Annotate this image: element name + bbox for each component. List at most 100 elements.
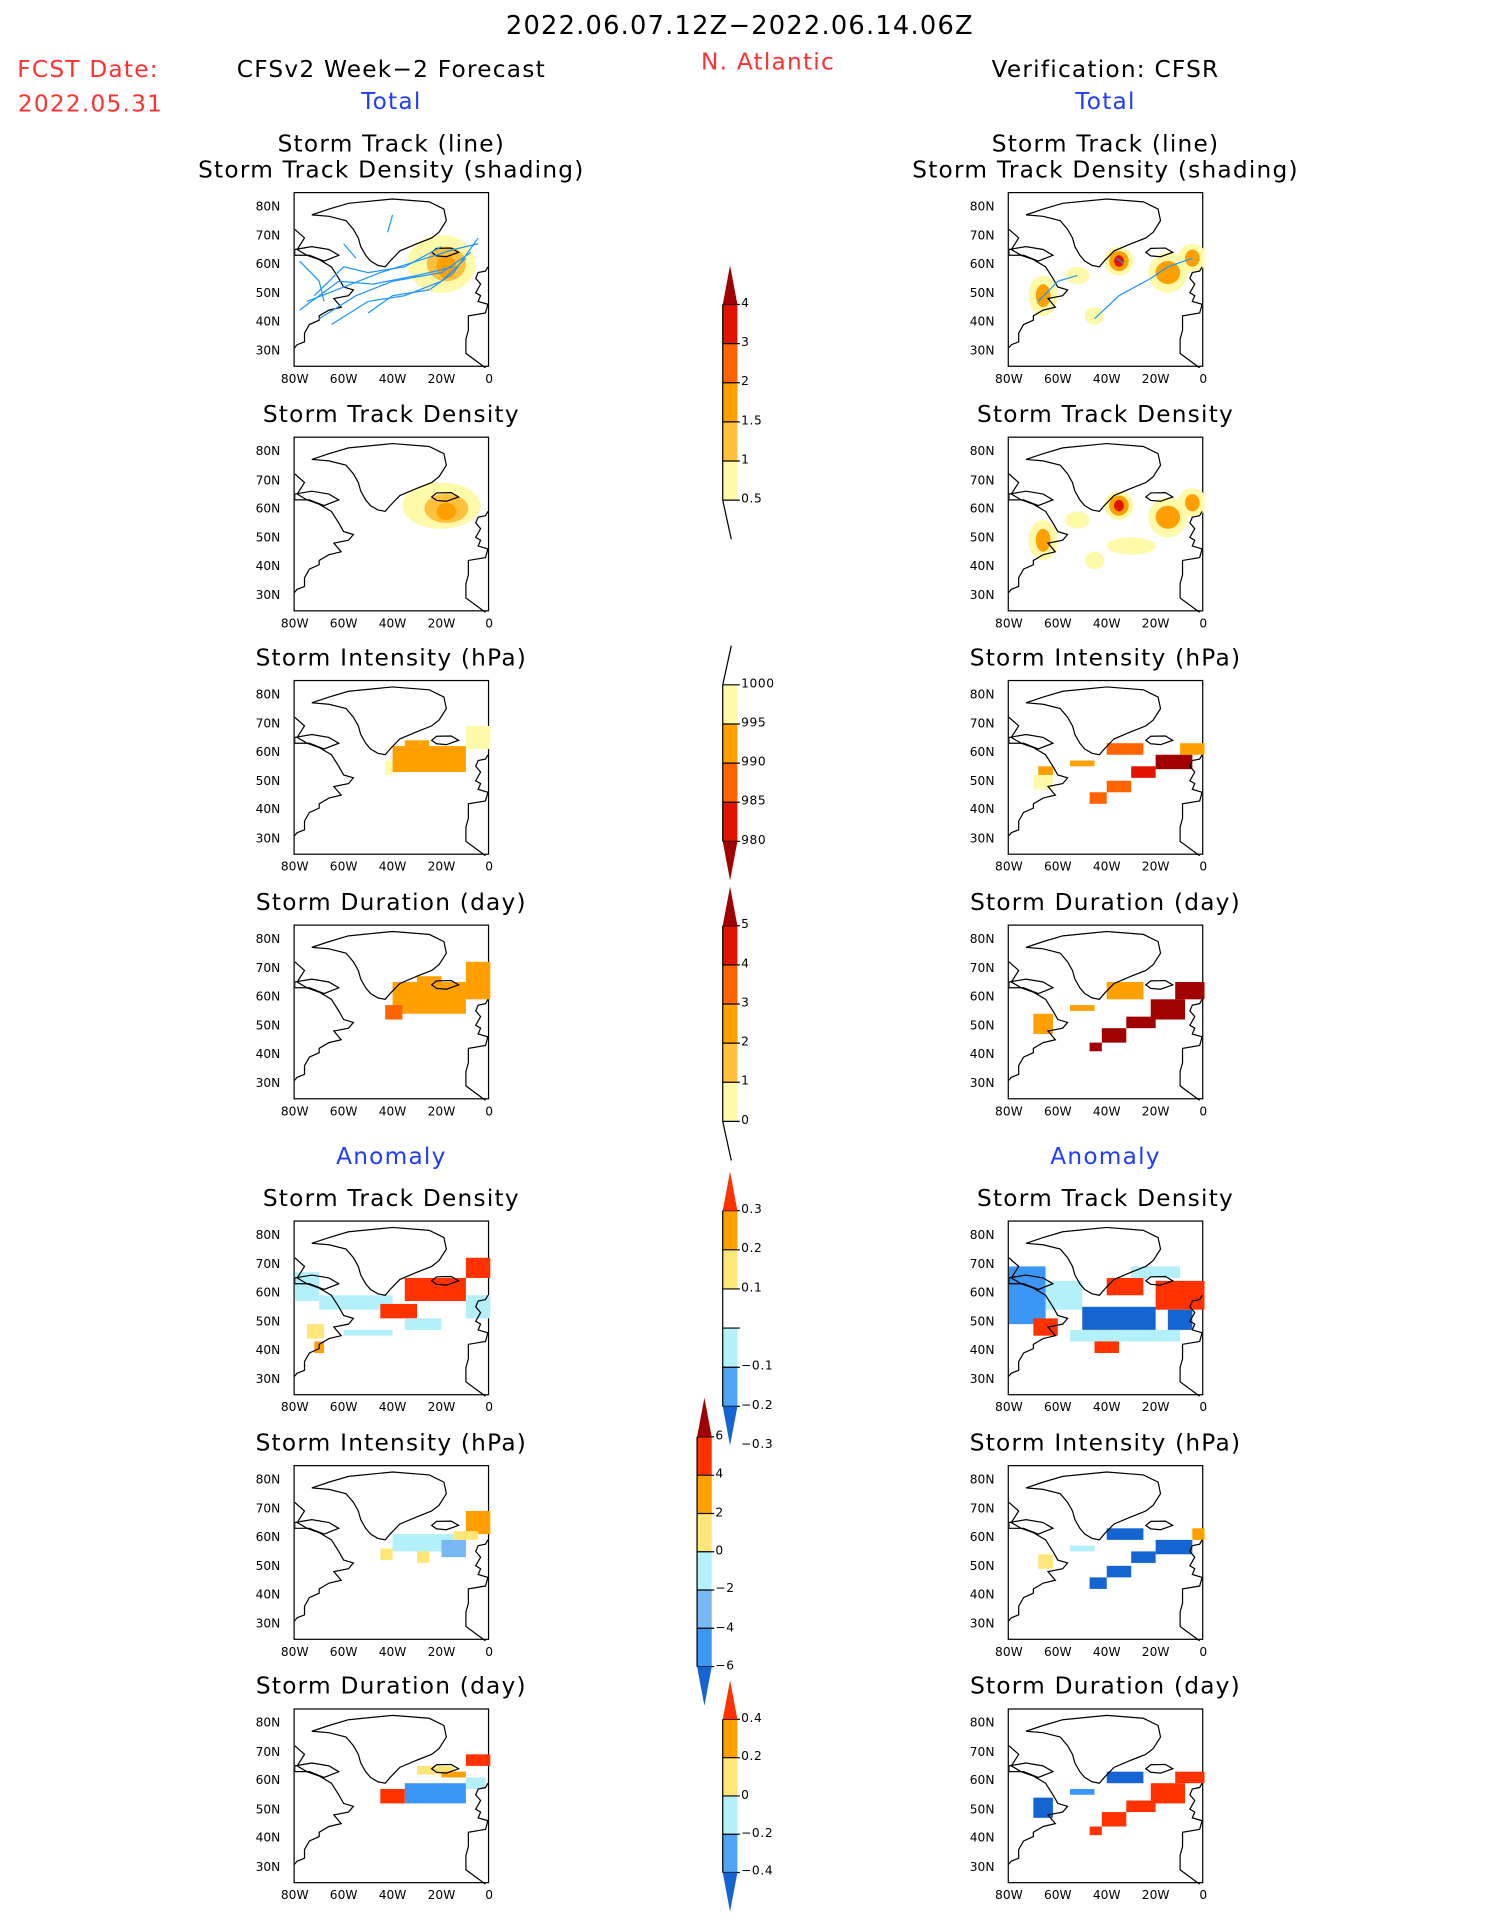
lon-tick-label: 20W (1141, 617, 1170, 632)
lat-tick-label: 50N (255, 287, 281, 301)
grid-cell-shading (306, 1324, 325, 1339)
colorbar-tick-label: 0.2 (741, 1750, 763, 1764)
lon-tick-label: 20W (1141, 372, 1170, 387)
grid-cell-shading (1175, 982, 1205, 1000)
verification-panel-title: Storm Track (line) (991, 130, 1220, 158)
lat-tick-label: 30N (969, 1617, 995, 1632)
colorbar-tick-label: 0 (715, 1544, 724, 1558)
colorbar-tick-label: 4 (715, 1467, 724, 1482)
grid-cell-shading (1033, 1013, 1053, 1034)
lat-tick-label: 40N (255, 1589, 281, 1603)
lon-tick-label: 0 (485, 1105, 494, 1119)
lon-tick-label: 20W (427, 860, 456, 875)
lat-tick-label: 80N (255, 445, 281, 459)
lat-tick-label: 70N (969, 961, 995, 976)
grid-cell-shading (1038, 1554, 1053, 1569)
lat-tick-label: 40N (255, 1832, 281, 1846)
grid-cell-shading (1070, 1005, 1095, 1011)
lat-tick-label: 30N (255, 1373, 281, 1387)
forecast-panel-title: Storm Intensity (hPa) (255, 644, 528, 672)
grid-cell-shading (1175, 1771, 1205, 1784)
lat-tick-label: 50N (255, 775, 281, 789)
grid-cell-shading (1089, 792, 1107, 804)
grid-cell-shading (1045, 1280, 1083, 1310)
colorbar-min-arrow (722, 1872, 738, 1912)
lon-tick-label: 40W (1092, 1646, 1121, 1660)
verification-panel-title: Storm Intensity (hPa) (969, 644, 1242, 672)
colorbar-tick-label: 6 (715, 1429, 724, 1444)
colorbar-tick-label: 0.5 (741, 492, 763, 507)
colorbar-segment (722, 461, 738, 501)
lon-tick-label: 20W (1141, 1646, 1170, 1660)
lat-tick-label: 60N (969, 1774, 995, 1789)
lon-tick-label: 0 (1199, 617, 1208, 632)
verification-panel-title: Storm Track Density (977, 1184, 1235, 1212)
colorbar-tick-label: 985 (741, 794, 767, 809)
grid-cell-shading (1126, 1016, 1156, 1029)
lon-tick-label: 0 (1199, 1889, 1208, 1903)
grid-cell-shading (465, 1777, 486, 1789)
lat-tick-label: 80N (969, 1229, 995, 1243)
lat-tick-label: 70N (255, 1745, 281, 1760)
lat-tick-label: 50N (969, 1803, 995, 1817)
lon-tick-label: 80W (280, 1646, 309, 1660)
colorbar-segment (722, 1328, 738, 1368)
lat-tick-label: 80N (255, 688, 281, 702)
fcst-date-label: FCST Date: (17, 56, 159, 84)
lon-tick-label: 40W (378, 1105, 407, 1119)
density-shading (1114, 499, 1124, 512)
verification-panel-title: Storm Duration (day) (970, 889, 1241, 916)
density-shading (1155, 505, 1181, 529)
grid-cell-shading (1033, 1318, 1058, 1336)
date-range-title: 2022.06.07.12Z−2022.06.14.06Z (505, 11, 974, 41)
colorbar-segment (697, 1436, 712, 1476)
colorbar-segment (722, 763, 738, 803)
lon-tick-label: 60W (329, 1105, 358, 1119)
colorbar-tick-label: 0.4 (741, 1712, 763, 1726)
grid-cell-shading (1131, 766, 1156, 778)
verification-map-panel (1007, 1220, 1205, 1397)
colorbar-segment (697, 1628, 712, 1667)
lat-tick-label: 60N (255, 746, 281, 760)
forecast-map-panel (293, 1220, 491, 1397)
verification-panel-title: Storm Intensity (hPa) (969, 1429, 1242, 1457)
lat-tick-label: 80N (969, 933, 995, 947)
colorbar-max-arrow (722, 886, 738, 926)
colorbar-segment (722, 1795, 738, 1835)
lon-tick-label: 20W (1141, 1889, 1170, 1903)
lat-tick-label: 60N (255, 1531, 281, 1545)
lon-tick-label: 80W (280, 1105, 309, 1119)
density-shading (1065, 266, 1090, 285)
grid-cell-shading (1101, 1028, 1127, 1043)
lon-tick-label: 60W (1043, 860, 1072, 875)
lon-tick-label: 0 (1199, 1105, 1208, 1119)
lat-tick-label: 50N (255, 1019, 281, 1034)
lon-tick-label: 80W (280, 372, 309, 387)
colorbar-tick-label: −2 (715, 1582, 735, 1597)
forecast-title: CFSv2 Week−2 Forecast (236, 56, 546, 84)
lon-tick-label: 80W (995, 1401, 1023, 1415)
map-plot (294, 1226, 491, 1397)
grid-cell-shading (1131, 1551, 1156, 1563)
lat-tick-label: 30N (969, 1077, 995, 1091)
lat-tick-label: 40N (255, 315, 281, 330)
lat-tick-label: 30N (969, 832, 995, 847)
lon-tick-label: 0 (485, 860, 494, 875)
colorbar-tick-label: 980 (741, 834, 767, 848)
lat-tick-label: 50N (969, 1315, 995, 1330)
lat-tick-label: 30N (255, 344, 281, 359)
lat-tick-label: 60N (255, 502, 281, 517)
grid-cell-shading (1106, 780, 1132, 793)
lon-tick-label: 60W (329, 860, 358, 875)
lat-tick-label: 40N (969, 1048, 995, 1062)
grid-cell-shading (1070, 1329, 1181, 1342)
map-plot (294, 442, 489, 613)
lon-tick-label: 60W (1043, 1889, 1072, 1903)
map-plot (1008, 1714, 1205, 1885)
grid-cell-shading (1150, 1783, 1185, 1804)
map-plot (294, 930, 491, 1101)
forecast-anomaly-label: Anomaly (336, 1143, 447, 1171)
colorbar-max-arrow (722, 1171, 738, 1211)
grid-cell-shading (417, 1551, 430, 1563)
lat-tick-label: 40N (969, 560, 995, 575)
